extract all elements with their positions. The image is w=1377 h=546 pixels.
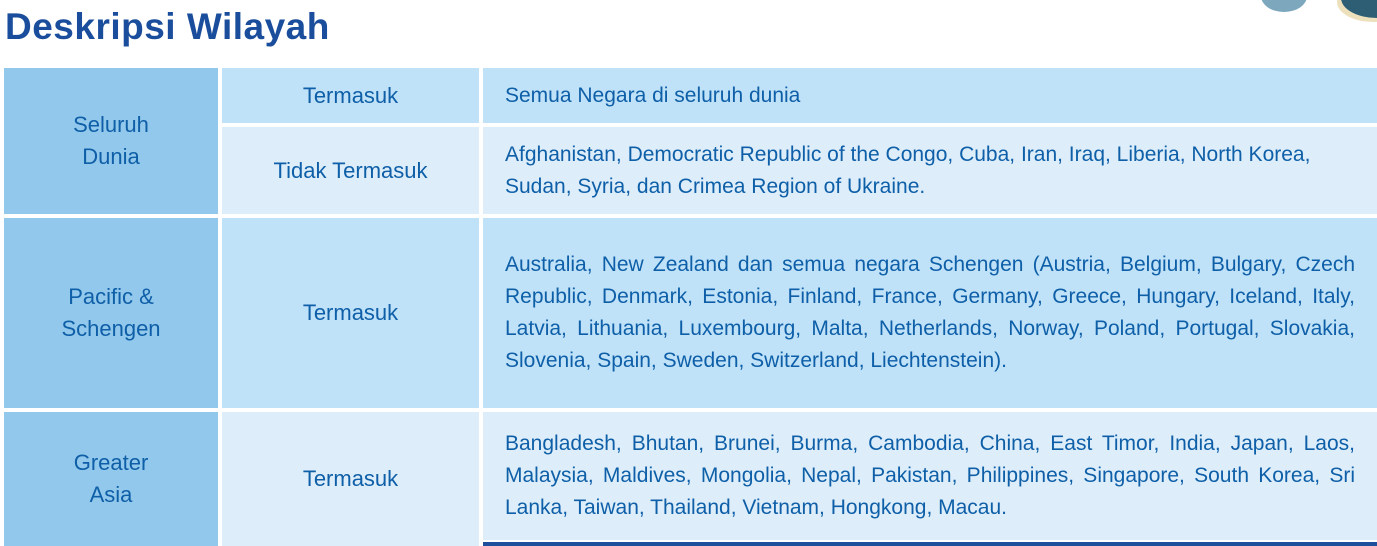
region-label-line: Seluruh: [73, 112, 149, 137]
status-label: Termasuk: [302, 466, 399, 491]
region-label-line: Asia: [89, 482, 133, 507]
description-cell: Afghanistan, Democratic Republic of the …: [483, 127, 1377, 214]
description-text: Bangladesh, Bhutan, Brunei, Burma, Cambo…: [505, 432, 1355, 519]
description-cell: Semua Negara di seluruh dunia: [483, 68, 1377, 123]
decorative-blob-teal-icon: [1341, 0, 1377, 18]
status-cell-tidak-termasuk: Tidak Termasuk: [222, 127, 479, 214]
description-text: Afghanistan, Democratic Republic of the …: [505, 142, 1311, 198]
region-label-line: Greater: [73, 450, 149, 475]
decorative-blob-steel-icon: [1261, 0, 1307, 12]
region-label-line: Dunia: [82, 144, 140, 169]
status-label: Termasuk: [302, 82, 399, 108]
status-cell-termasuk: Termasuk: [222, 218, 479, 408]
region-cell-greater-asia: Greater Asia: [4, 412, 218, 546]
next-row-top-edge: [483, 542, 1377, 546]
description-cell: Australia, New Zealand dan semua negara …: [483, 218, 1377, 408]
description-text: Semua Negara di seluruh dunia: [505, 83, 801, 107]
description-text: Australia, New Zealand dan semua negara …: [505, 253, 1355, 372]
description-column-stack: Bangladesh, Bhutan, Brunei, Burma, Cambo…: [483, 412, 1377, 546]
description-cell: Bangladesh, Bhutan, Brunei, Burma, Cambo…: [483, 412, 1377, 540]
status-cell-termasuk: Termasuk: [222, 68, 479, 123]
status-label: Tidak Termasuk: [273, 157, 428, 183]
region-cell-pacific-schengen: Pacific & Schengen: [4, 218, 218, 408]
region-label-line: Schengen: [61, 316, 161, 341]
region-description-table: Seluruh Dunia Termasuk Semua Negara di s…: [4, 68, 1377, 546]
status-label: Termasuk: [302, 300, 399, 325]
region-cell-seluruh-dunia: Seluruh Dunia: [4, 68, 218, 214]
region-label-line: Pacific &: [68, 284, 154, 309]
status-cell-termasuk: Termasuk: [222, 412, 479, 546]
page-title: Deskripsi Wilayah: [5, 6, 330, 47]
